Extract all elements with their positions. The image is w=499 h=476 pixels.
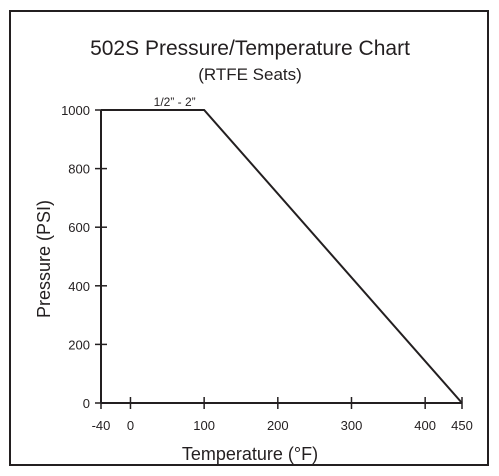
x-tick-label: 300 — [341, 418, 363, 433]
y-tick-label: 400 — [68, 279, 90, 294]
chart-subtitle: (RTFE Seats) — [198, 65, 302, 84]
series-group — [101, 109, 463, 404]
x-axis-ticks: -40 0 100 200 300 400 450 — [92, 397, 473, 433]
y-axis-label: Pressure (PSI) — [34, 200, 54, 318]
y-tick-label: 600 — [68, 220, 90, 235]
series-size-annotation: 1/2” - 2” — [154, 95, 196, 109]
y-tick-label: 800 — [68, 162, 90, 177]
y-axis-ticks: 0 200 400 600 800 1000 — [61, 103, 107, 411]
annotation-group: 1/2” - 2” — [154, 95, 196, 109]
y-tick-label: 1000 — [61, 103, 90, 118]
x-tick-label: 450 — [451, 418, 473, 433]
x-tick-label: 0 — [127, 418, 134, 433]
chart-frame — [9, 10, 489, 466]
x-tick-label: 400 — [414, 418, 436, 433]
y-tick-label: 200 — [68, 337, 90, 352]
series-line — [101, 109, 463, 404]
x-tick-label: 100 — [193, 418, 215, 433]
x-tick-label: 200 — [267, 418, 289, 433]
x-tick-label: -40 — [92, 418, 111, 433]
y-tick-label: 0 — [83, 396, 90, 411]
chart-title: 502S Pressure/Temperature Chart — [90, 37, 410, 60]
x-axis-label: Temperature (°F) — [182, 444, 318, 464]
